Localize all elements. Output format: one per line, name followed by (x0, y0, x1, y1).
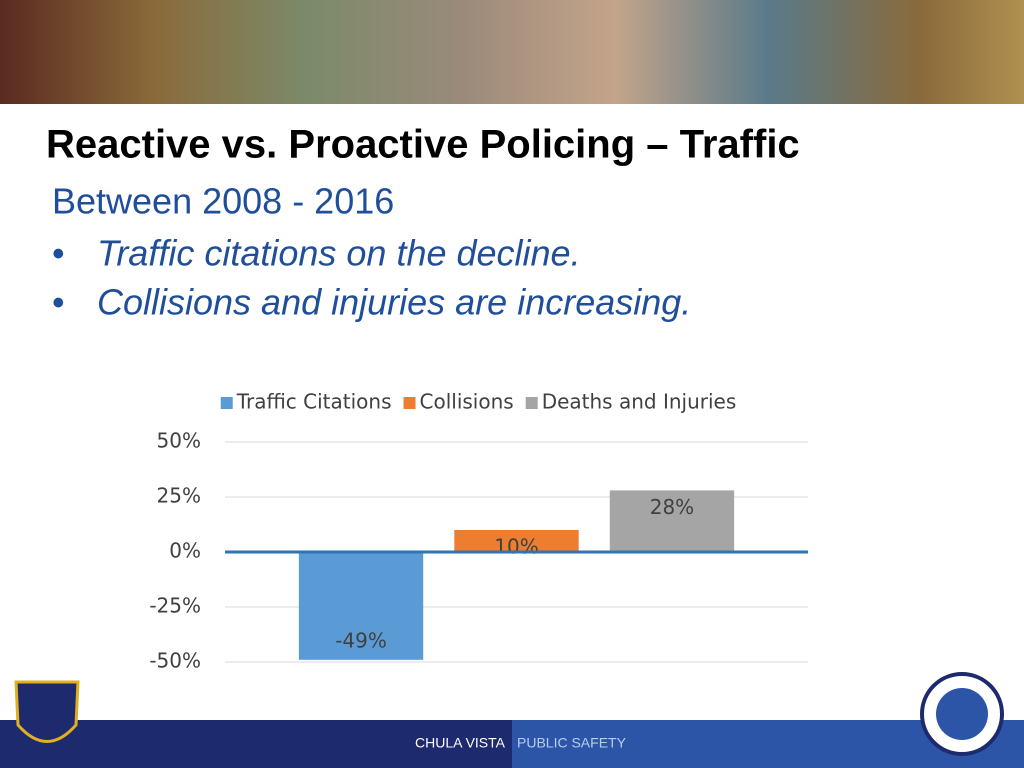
bullet-dot: • (52, 282, 65, 323)
legend-label: Collisions (420, 390, 514, 414)
y-tick-label: 25% (157, 484, 201, 508)
data-label: -49% (335, 628, 387, 652)
bullet-dot: • (52, 233, 65, 274)
y-tick-label: 50% (157, 429, 201, 453)
legend-label: Deaths and Injuries (542, 390, 737, 414)
bar (298, 552, 424, 660)
legend-swatch (403, 397, 416, 409)
header-photo (0, 0, 1024, 104)
legend-swatch (220, 397, 233, 409)
data-label: 10% (494, 535, 538, 559)
subtitle: Between 2008 - 2016 (52, 181, 394, 222)
data-label: 28% (650, 495, 694, 519)
fire-badge-inner (936, 688, 988, 740)
police-badge (14, 680, 80, 743)
legend-label: Traffic Citations (236, 390, 392, 414)
y-tick-label: -50% (149, 649, 201, 673)
legend-swatch (525, 397, 538, 409)
y-tick-label: -25% (149, 594, 201, 618)
footer-text: CHULA VISTA (415, 735, 506, 751)
slide-title: Reactive vs. Proactive Policing – Traffi… (46, 123, 800, 167)
bar (454, 530, 579, 552)
bullet: Traffic citations on the decline. (97, 233, 581, 274)
bar (609, 490, 735, 552)
bullet: Collisions and injuries are increasing. (97, 282, 691, 323)
footer-text: PUBLIC SAFETY (517, 735, 627, 751)
y-tick-label: 0% (169, 539, 201, 563)
footer-left (0, 720, 512, 768)
